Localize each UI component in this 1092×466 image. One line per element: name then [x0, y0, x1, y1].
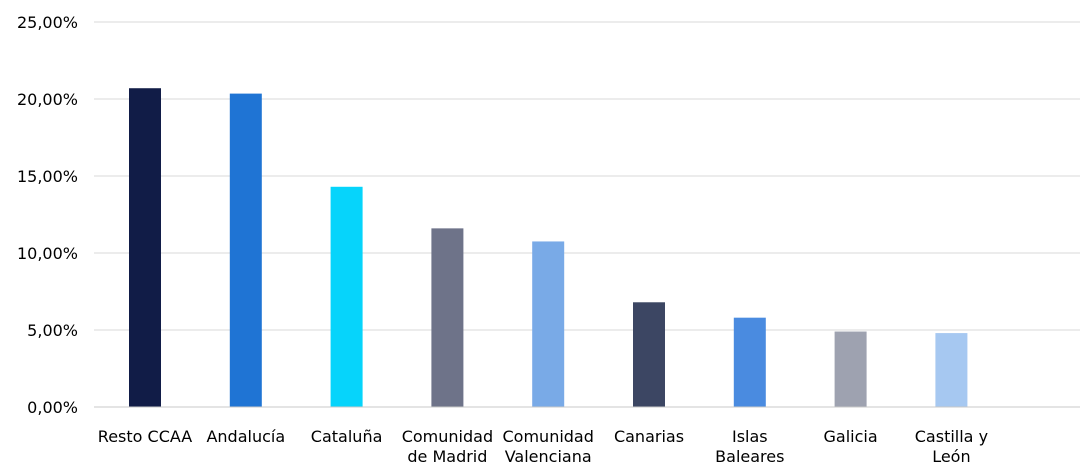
- bar: [532, 241, 565, 407]
- y-axis-tick-labels: 0,00% 5,00% 10,00% 15,00% 20,00% 25,00%: [17, 13, 78, 417]
- x-category-label: Canarias: [614, 427, 684, 446]
- y-tick-label: 15,00%: [17, 167, 78, 186]
- bar: [633, 302, 665, 407]
- bar: [229, 93, 262, 408]
- y-tick-label: 10,00%: [17, 244, 78, 263]
- x-category-label: Islas Baleares: [715, 427, 784, 466]
- x-category-label: Resto CCAA: [98, 427, 192, 446]
- x-category-label: Galicia: [824, 427, 878, 446]
- bar: [431, 228, 464, 407]
- y-tick-label: 20,00%: [17, 90, 78, 109]
- x-category-label: Andalucía: [206, 427, 285, 446]
- bar: [834, 331, 867, 407]
- bar: [330, 186, 363, 407]
- y-tick-label: 0,00%: [27, 398, 78, 417]
- x-category-label: Cataluña: [311, 427, 383, 446]
- bar: [733, 317, 766, 407]
- bar: [129, 88, 161, 407]
- bars: [129, 88, 968, 408]
- y-tick-label: 25,00%: [17, 13, 78, 32]
- x-category-label: Castilla y León: [915, 427, 988, 466]
- x-category-label: Comunidad Valenciana: [503, 427, 594, 466]
- bar: [935, 333, 968, 407]
- x-axis-category-labels: Resto CCAA Andalucía Cataluña Comunidad de M…: [98, 427, 988, 466]
- x-category-label: Comunidad de Madrid: [402, 427, 493, 466]
- y-tick-label: 5,00%: [27, 321, 78, 340]
